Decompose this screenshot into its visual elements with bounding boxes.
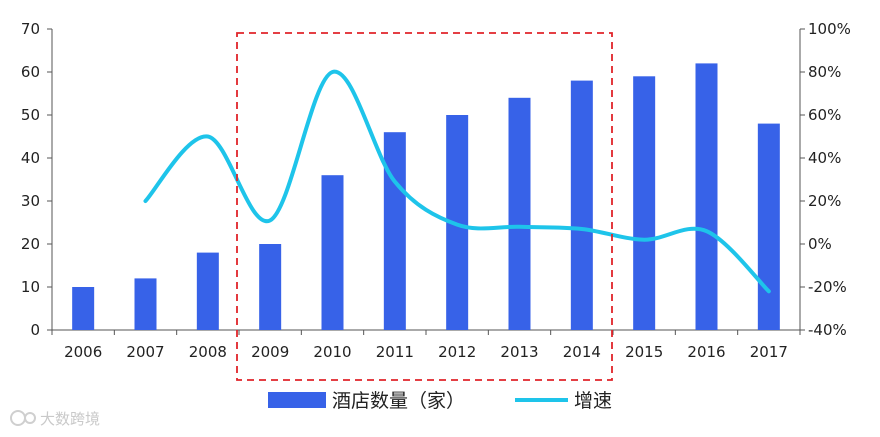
bar [446,115,469,330]
x-tick-label: 2016 [687,343,725,361]
right-tick-label: 20% [808,192,841,210]
left-tick-label: 20 [21,235,40,253]
x-tick-label: 2011 [376,343,414,361]
left-tick-label: 50 [21,106,40,124]
bar [383,132,406,330]
right-tick-label: 0% [808,235,832,253]
x-tick-label: 2007 [126,343,164,361]
bar [570,80,593,330]
x-tick-label: 2009 [251,343,289,361]
left-tick-label: 30 [21,192,40,210]
x-tick-label: 2006 [64,343,102,361]
left-tick-label: 70 [21,20,40,38]
left-tick-label: 10 [21,278,40,296]
watermark-logo-icon [10,410,36,426]
bar [134,278,157,330]
left-tick-label: 40 [21,149,40,167]
x-tick-label: 2017 [750,343,788,361]
right-tick-label: 60% [808,106,841,124]
bar [633,76,656,330]
x-tick-label: 2015 [625,343,663,361]
bar [321,175,344,330]
right-axis: -40% -20% 0% 20% 40% 60% 80% 100% [799,20,851,339]
right-tick-label: 80% [808,63,841,81]
right-tick-label: 100% [808,20,851,38]
bar [196,252,219,330]
x-tick-label: 2013 [500,343,538,361]
x-tick-label: 2008 [189,343,227,361]
watermark-text: 大数跨境 [40,410,100,428]
bar [508,97,531,330]
left-tick-label: 0 [30,321,40,339]
right-tick-label: -20% [808,278,847,296]
right-tick-label: -40% [808,321,847,339]
watermark: 大数跨境 [10,410,100,428]
legend: 酒店数量（家） 增速 [268,390,612,412]
bar [695,63,718,331]
growth-line [143,69,771,294]
bar [259,244,282,330]
x-axis: 2006 2007 2008 2009 2010 2011 2012 2013 2014 2015… [51,329,801,361]
left-tick-label: 60 [21,63,40,81]
legend-line-label: 增速 [574,390,612,412]
legend-bar-label: 酒店数量（家） [332,390,465,412]
left-axis: 0 10 20 30 40 50 60 70 [21,20,53,339]
bar-series [72,63,780,331]
x-tick-label: 2014 [563,343,601,361]
x-tick-label: 2010 [313,343,351,361]
bar [72,287,95,330]
bar [757,123,780,330]
right-tick-label: 40% [808,149,841,167]
x-tick-label: 2012 [438,343,476,361]
legend-bar-swatch [268,392,326,408]
